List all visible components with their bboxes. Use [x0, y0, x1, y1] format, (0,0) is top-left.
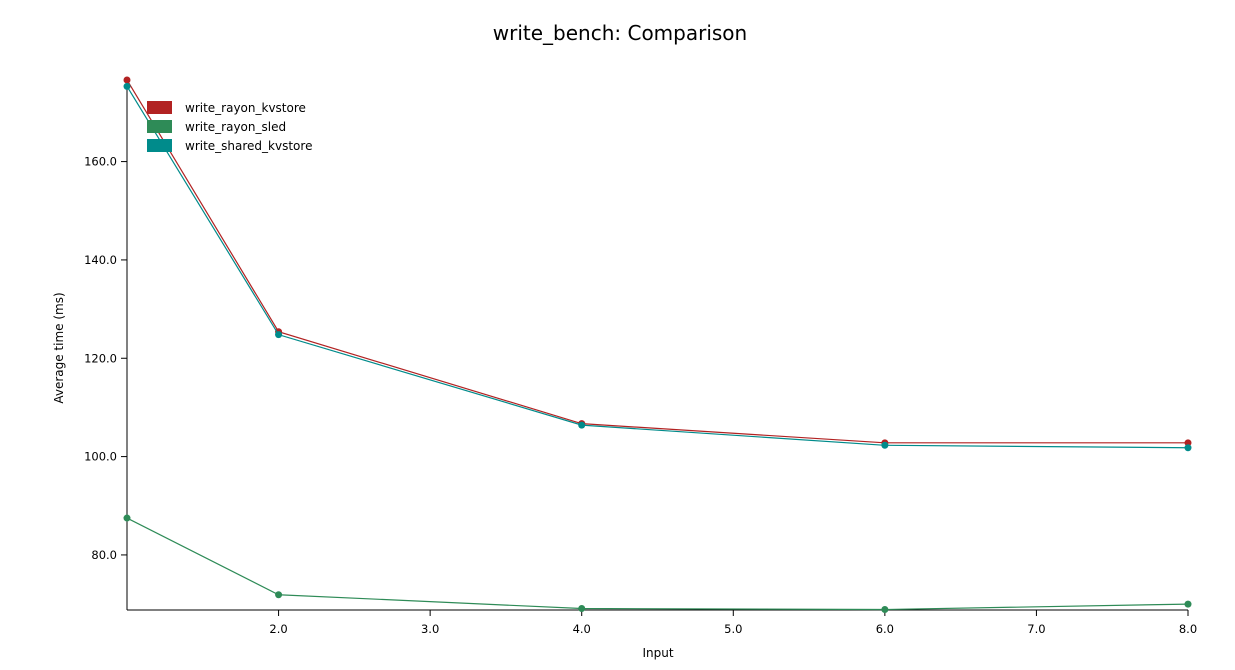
data-point: [1184, 444, 1192, 452]
series-line: [126, 517, 1189, 611]
data-point: [123, 514, 131, 522]
data-point: [881, 606, 889, 614]
legend-swatch: [147, 139, 172, 152]
data-point: [1184, 600, 1192, 608]
x-tick-label: 5.0: [724, 622, 742, 636]
y-tick-label: 120.0: [84, 351, 117, 365]
data-point: [123, 76, 131, 84]
y-tick-label: 160.0: [84, 155, 117, 169]
series-layer: [123, 76, 1192, 614]
y-tick-label: 100.0: [84, 450, 117, 464]
legend-label: write_shared_kvstore: [185, 139, 312, 153]
y-tick-label: 80.0: [91, 548, 117, 562]
x-tick-label: 4.0: [573, 622, 591, 636]
x-tick-label: 2.0: [269, 622, 287, 636]
x-tick-label: 6.0: [876, 622, 894, 636]
data-point: [1184, 439, 1192, 447]
x-tick-label: 8.0: [1179, 622, 1197, 636]
legend-swatch: [147, 101, 172, 114]
data-point: [578, 421, 586, 429]
legend: write_rayon_kvstore write_rayon_sledwrite…: [147, 101, 312, 153]
series-write_shared_kvstore: [123, 82, 1192, 452]
data-point: [578, 605, 586, 613]
legend-label: write_rayon_sled: [185, 120, 286, 134]
data-point: [123, 82, 131, 90]
y-tick-label: 140.0: [84, 253, 117, 267]
x-axis-label: Input: [642, 646, 673, 660]
chart-title: write_bench: Comparison: [493, 21, 747, 45]
data-point: [275, 331, 283, 339]
x-tick-label: 3.0: [421, 622, 439, 636]
x-tick-label: 7.0: [1027, 622, 1045, 636]
axes: 2.0 3.0 4.0 5.0 6.0 7.0 8.0 80.0 100.0 120.0 140.0…: [84, 78, 1197, 636]
series-line: [126, 79, 1188, 444]
legend-label: write_rayon_kvstore: [185, 101, 306, 115]
data-point: [275, 591, 283, 599]
series-write_rayon_sled: [123, 514, 1192, 614]
data-point: [881, 441, 889, 449]
y-axis-label: Average time (ms): [52, 292, 66, 403]
legend-swatch: [147, 120, 172, 133]
